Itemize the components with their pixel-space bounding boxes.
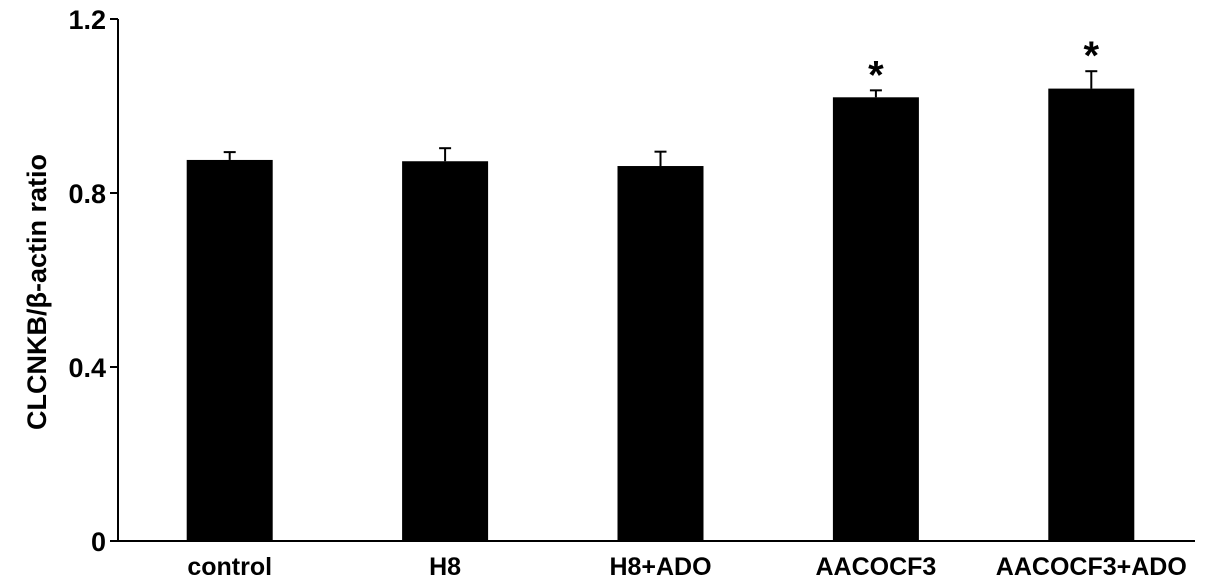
y-tick-label: 1.2 — [68, 5, 106, 35]
bar — [832, 97, 919, 542]
x-tick-label: AACOCF3 — [815, 553, 936, 581]
error-bars — [223, 70, 1098, 167]
x-category-labels: control H8 H8+ADO AACOCF3 AACOCF3+ADO — [187, 553, 1186, 581]
bar — [186, 159, 273, 541]
bars — [186, 88, 1135, 542]
y-tick-label: 0.8 — [68, 179, 106, 209]
bar — [402, 161, 489, 541]
y-tick-label: 0 — [91, 527, 106, 557]
y-ticks: 0 0.4 0.8 1.2 — [68, 5, 118, 557]
x-tick-label: AACOCF3+ADO — [996, 553, 1187, 581]
significance-asterisk: * — [1084, 34, 1100, 78]
bar — [1048, 88, 1135, 541]
bar — [617, 166, 704, 541]
x-tick-label: H8 — [429, 553, 461, 581]
significance-asterisk: * — [868, 53, 884, 97]
y-axis-title: CLCNKB/β-actin ratio — [22, 154, 52, 430]
x-tick-label: control — [187, 553, 272, 581]
y-tick-label: 0.4 — [68, 353, 106, 383]
x-tick-label: H8+ADO — [609, 553, 711, 581]
significance-marks: * * — [868, 34, 1099, 97]
